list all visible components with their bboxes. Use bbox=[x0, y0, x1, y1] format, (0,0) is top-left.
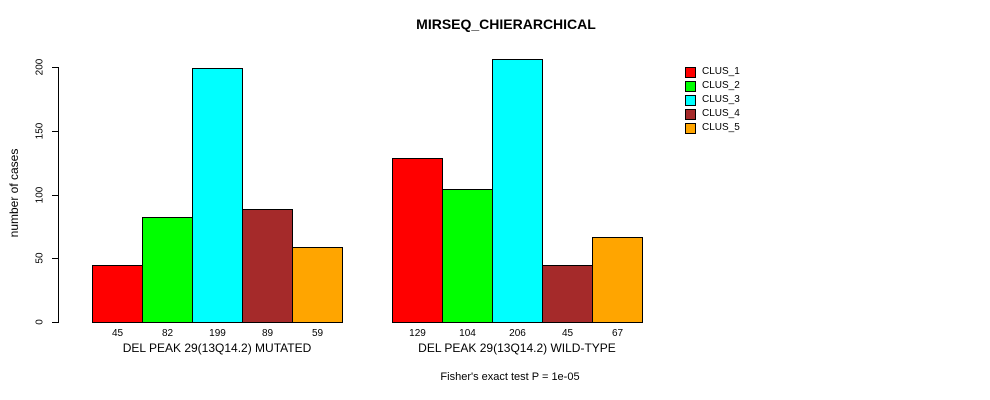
legend-swatch-clus_2 bbox=[685, 81, 696, 92]
bar-clus_5-group2 bbox=[592, 237, 643, 323]
y-axis-tick bbox=[52, 131, 58, 132]
y-axis-tick bbox=[52, 195, 58, 196]
bar-value-label: 89 bbox=[261, 328, 274, 339]
bar-clus_1-group1 bbox=[92, 265, 143, 323]
y-axis-tick-label: 50 bbox=[34, 252, 46, 264]
bar-clus_2-group1 bbox=[142, 217, 193, 323]
legend-label: CLUS_4 bbox=[702, 108, 740, 119]
bar-value-label: 45 bbox=[111, 328, 124, 339]
x-axis-group-label: DEL PEAK 29(13Q14.2) WILD-TYPE bbox=[418, 341, 616, 355]
legend-label: CLUS_5 bbox=[702, 122, 740, 133]
bar-value-label: 104 bbox=[459, 328, 476, 339]
legend-swatch-clus_5 bbox=[685, 123, 696, 134]
bar-clus_4-group2 bbox=[542, 265, 593, 323]
y-axis-tick bbox=[52, 67, 58, 68]
y-axis-label: number of cases bbox=[7, 148, 21, 238]
legend-swatch-clus_1 bbox=[685, 67, 696, 78]
legend-label: CLUS_2 bbox=[702, 80, 740, 91]
y-axis-tick bbox=[52, 322, 58, 323]
bar-clus_3-group1 bbox=[192, 68, 243, 323]
bar-value-label: 82 bbox=[161, 328, 174, 339]
chart-title: MIRSEQ_CHIERARCHICAL bbox=[416, 16, 596, 32]
bar-value-label: 45 bbox=[561, 328, 574, 339]
x-axis-group-label: DEL PEAK 29(13Q14.2) MUTATED bbox=[122, 341, 312, 355]
y-axis-tick-label: 0 bbox=[34, 319, 46, 325]
bar-clus_5-group1 bbox=[292, 247, 343, 323]
bar-value-label: 199 bbox=[209, 328, 226, 339]
legend-label: CLUS_3 bbox=[702, 94, 740, 105]
bar-value-label: 206 bbox=[509, 328, 526, 339]
y-axis-tick bbox=[52, 258, 58, 259]
fisher-test-annotation: Fisher's exact test P = 1e-05 bbox=[440, 371, 580, 383]
y-axis-tick-label: 150 bbox=[34, 122, 46, 140]
bar-clus_1-group2 bbox=[392, 158, 443, 323]
bar-clus_2-group2 bbox=[442, 189, 493, 323]
legend-swatch-clus_3 bbox=[685, 95, 696, 106]
legend-label: CLUS_1 bbox=[702, 66, 740, 77]
bar-clus_3-group2 bbox=[492, 59, 543, 323]
y-axis-tick-label: 200 bbox=[34, 58, 46, 76]
bar-clus_4-group1 bbox=[242, 209, 293, 323]
bar-value-label: 59 bbox=[311, 328, 324, 339]
bar-value-label: 129 bbox=[409, 328, 426, 339]
y-axis-line bbox=[58, 67, 59, 323]
legend-swatch-clus_4 bbox=[685, 109, 696, 120]
bar-value-label: 67 bbox=[611, 328, 624, 339]
y-axis-tick-label: 100 bbox=[34, 186, 46, 204]
